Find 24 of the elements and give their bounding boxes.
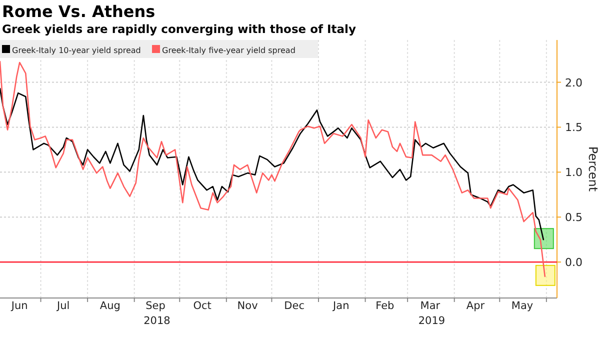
x-tick-label: Dec — [284, 300, 305, 312]
x-tick-label: Jan — [332, 300, 350, 312]
x-tick-label: Sep — [146, 300, 166, 312]
text: 2019 — [418, 315, 446, 327]
y-axis-title: Percent — [586, 146, 600, 192]
chart-subtitle: Greek yields are rapidly converging with those of Italy — [2, 22, 356, 36]
legend-label: Greek-Italy 10-year yield spread — [12, 46, 141, 55]
y-tick-label: 2.0 — [565, 76, 582, 90]
y-tick-label: 1.5 — [565, 121, 582, 134]
x-tick-label: Aug — [100, 300, 120, 312]
text: 2018 — [144, 315, 170, 327]
legend-label: Greek-Italy five-year yield spread — [162, 46, 296, 55]
x-tick-label: Feb — [376, 300, 395, 312]
y-tick-label: 0.0 — [565, 256, 582, 270]
x-tick-label: Nov — [237, 300, 258, 312]
x-tick-label: Mar — [420, 300, 441, 312]
y-tick-label: 1.0 — [565, 166, 582, 180]
x-tick-label: Oct — [193, 300, 212, 312]
chart-title: Rome Vs. Athens — [2, 2, 156, 21]
x-tick-label: Jul — [56, 300, 70, 312]
x-tick-label: Jun — [10, 300, 28, 312]
x-tick-label: May — [511, 300, 534, 312]
x-tick-label: Apr — [466, 300, 486, 312]
y-tick-label: 0.5 — [565, 211, 582, 224]
